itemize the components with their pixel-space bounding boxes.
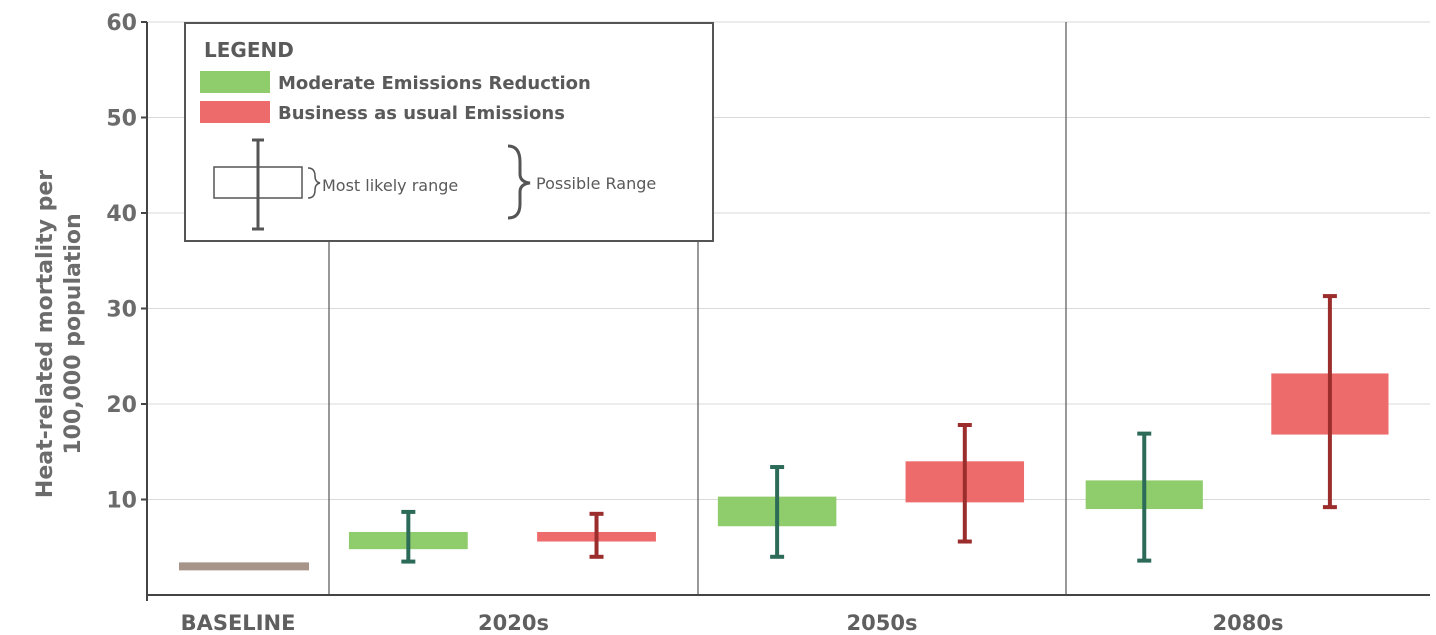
legend-small-brace — [307, 167, 321, 199]
y-tick-label-60: 60 — [106, 11, 137, 36]
y-tick-label-20: 20 — [106, 393, 137, 418]
box-moderate-2050s — [717, 465, 837, 559]
x-category-label-2020s: 2020s — [478, 611, 549, 635]
x-category-label-baseline: BASELINE — [181, 611, 296, 635]
y-tick-labels: 10 20 30 40 50 60 — [106, 11, 137, 514]
legend-large-brace — [507, 144, 531, 220]
y-tick-label-40: 40 — [106, 202, 137, 227]
x-category-label-2050s: 2050s — [847, 611, 918, 635]
legend-swatch-moderate — [200, 71, 270, 93]
legend-frame — [184, 22, 714, 242]
legend: LEGEND Moderate Emissions Reduction Busi… — [184, 22, 714, 242]
box-business-2080s — [1271, 294, 1389, 510]
box-business-2050s — [905, 423, 1025, 544]
legend-label-moderate: Moderate Emissions Reduction — [278, 73, 591, 94]
legend-title: LEGEND — [204, 38, 294, 62]
legend-range-glyph — [213, 138, 303, 231]
legend-range-whisker-label: Possible Range — [536, 174, 656, 193]
box-business-2020s — [537, 511, 656, 559]
legend-range-box-label: Most likely range — [322, 176, 458, 195]
y-tick-label-50: 50 — [106, 107, 137, 132]
y-tick-label-30: 30 — [106, 298, 137, 323]
axes — [141, 21, 1430, 601]
legend-label-business: Business as usual Emissions — [278, 103, 565, 124]
y-axis-label-line-2: 100,000 population — [61, 213, 86, 454]
box-moderate-2080s — [1085, 431, 1203, 563]
x-category-label-2080s: 2080s — [1213, 611, 1284, 635]
box-moderate-2020s — [348, 509, 468, 564]
data-marks — [179, 294, 1389, 571]
y-axis-label-line-1: Heat-related mortality per — [33, 170, 58, 498]
x-category-labels: BASELINE 2020s 2050s 2080s — [181, 611, 1284, 635]
y-tick-label-10: 10 — [106, 489, 137, 514]
legend-swatch-business — [200, 101, 270, 123]
